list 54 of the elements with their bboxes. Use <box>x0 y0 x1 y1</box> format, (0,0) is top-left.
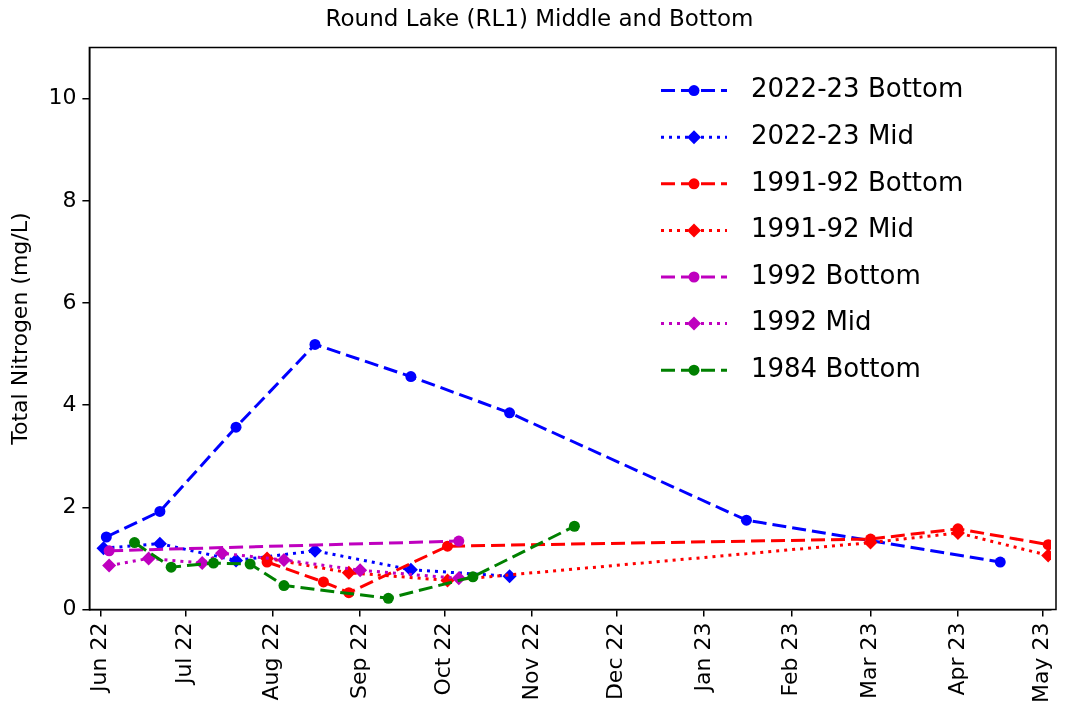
x-tick-label: Jun 22 <box>86 622 112 694</box>
point <box>740 514 752 526</box>
x-tick-label: Apr 23 <box>943 622 969 696</box>
point <box>100 531 112 543</box>
x-tick-label: Nov 22 <box>517 622 543 701</box>
point <box>467 571 479 583</box>
x-tick-label: Feb 23 <box>777 622 803 697</box>
legend-label: 1992 Bottom <box>751 259 921 290</box>
point <box>230 421 242 433</box>
y-tick-label: 4 <box>62 390 77 416</box>
point <box>382 592 394 604</box>
y-tick-label: 10 <box>48 84 77 110</box>
x-tick-label: Jan 23 <box>689 622 715 694</box>
x-tick-label: Mar 23 <box>856 622 882 700</box>
y-tick-label: 6 <box>62 288 77 314</box>
y-tick-label: 0 <box>62 595 77 621</box>
x-tick-label: Oct 22 <box>430 622 456 696</box>
point <box>207 557 219 569</box>
point <box>276 552 291 567</box>
point <box>994 556 1006 568</box>
point <box>405 371 417 383</box>
legend-label: 1991-92 Mid <box>751 213 915 244</box>
x-tick-label: Sep 22 <box>345 622 371 699</box>
y-axis-title: Total Nitrogen (mg/L) <box>6 212 32 446</box>
x-tick-label: Jul 22 <box>170 622 196 687</box>
point <box>278 580 290 592</box>
x-tick-label: Dec 22 <box>602 622 628 701</box>
point <box>141 551 156 566</box>
y-tick-label: 2 <box>62 493 77 519</box>
point <box>341 565 356 580</box>
point <box>442 540 454 552</box>
point <box>103 545 115 557</box>
point <box>309 338 321 350</box>
legend-label: 1991-92 Bottom <box>751 166 964 197</box>
y-tick-label: 8 <box>62 186 77 212</box>
point <box>568 520 580 532</box>
chart-title: Round Lake (RL1) Middle and Bottom <box>325 4 754 31</box>
point <box>453 535 465 547</box>
point <box>152 536 167 551</box>
point <box>102 558 117 573</box>
legend-label: 1984 Bottom <box>751 352 921 383</box>
point <box>353 563 368 578</box>
point <box>165 561 177 573</box>
x-tick-label: May 23 <box>1028 622 1054 704</box>
point <box>244 558 256 570</box>
point <box>154 505 166 517</box>
point <box>317 576 329 588</box>
point <box>129 537 141 549</box>
point <box>214 546 229 561</box>
legend-label: 2022-23 Bottom <box>751 73 964 104</box>
legend-label: 2022-23 Mid <box>751 119 915 150</box>
x-tick-label: Aug 22 <box>258 622 284 701</box>
legend-label: 1992 Mid <box>751 306 872 337</box>
point <box>504 407 516 419</box>
